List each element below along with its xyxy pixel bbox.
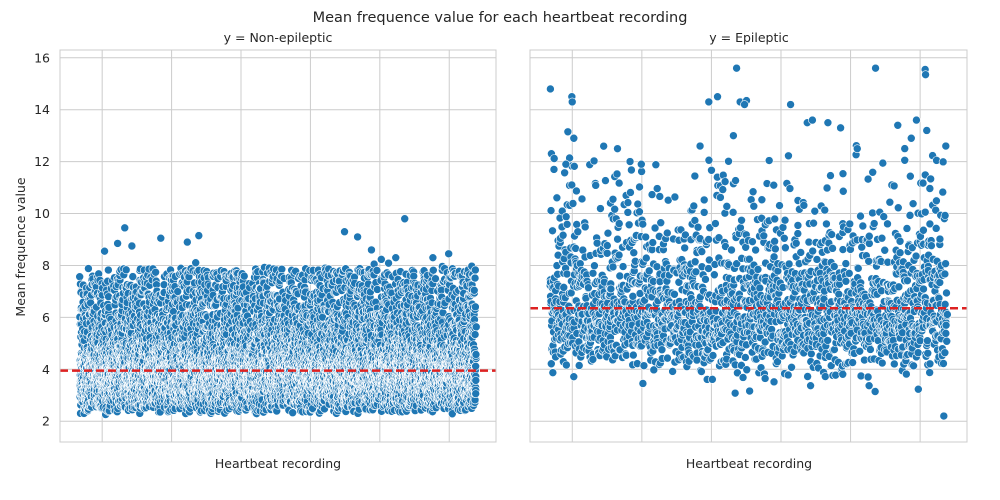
panel-title-non-epileptic: y = Non-epileptic (224, 30, 333, 45)
data-point (75, 272, 84, 282)
y-tick-label: 8 (42, 258, 50, 273)
y-axis-label: Mean frequence value (13, 177, 28, 316)
data-point (121, 265, 131, 275)
data-point (128, 272, 138, 281)
data-point (288, 408, 297, 418)
figure-title: Mean frequence value for each heartbeat … (313, 10, 688, 26)
y-tick-label: 6 (42, 310, 50, 325)
y-tick-label: 2 (42, 414, 50, 429)
data-point (84, 264, 93, 273)
y-ticks-non-epileptic: 2 4 6 8 10 12 14 16 (34, 50, 50, 428)
data-point (151, 267, 160, 277)
y-tick-label: 14 (34, 102, 50, 117)
points-non-epileptic (75, 214, 481, 419)
y-tick-label: 16 (34, 50, 50, 65)
data-point (191, 258, 200, 268)
data-point (239, 271, 249, 281)
data-point (104, 265, 113, 275)
data-point (104, 292, 113, 301)
y-tick-label: 4 (42, 362, 50, 377)
y-tick-label: 12 (34, 154, 50, 169)
y-tick-label: 10 (34, 206, 50, 221)
